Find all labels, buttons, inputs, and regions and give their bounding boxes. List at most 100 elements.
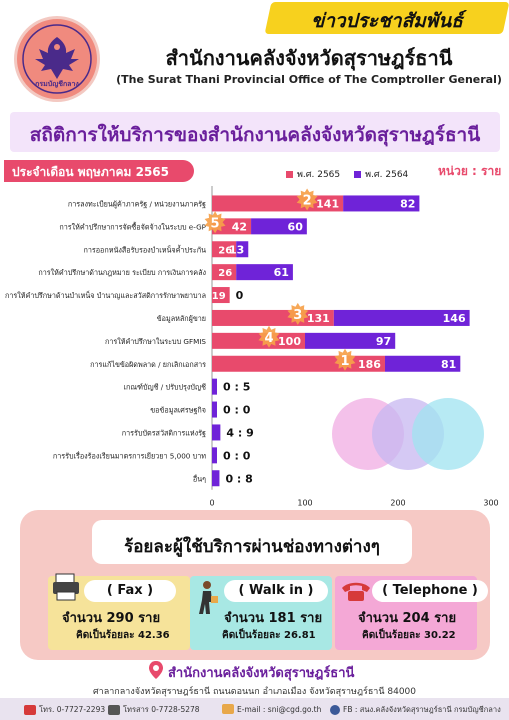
facebook-text: FB : สนง.คลังจังหวัดสุราษฎร์ธานี กรมบัญช… bbox=[343, 705, 501, 714]
bar-2564 bbox=[305, 332, 396, 349]
walkin-label: ( Walk in ) bbox=[224, 580, 328, 602]
fax-percent: คิดเป็นร้อยละ 42.36 bbox=[76, 630, 170, 641]
contact-email: E-mail : sni@cgd.go.th bbox=[222, 704, 321, 714]
category-label: การให้คำปรึกษาในระบบ GFMIS bbox=[105, 337, 206, 346]
data-label-2564: 97 bbox=[376, 335, 391, 348]
footer-bar bbox=[0, 698, 509, 720]
fax-count: จำนวน 290 ราย bbox=[62, 611, 161, 626]
facebook-icon bbox=[330, 705, 340, 715]
walkin-percent: คิดเป็นร้อยละ 26.81 bbox=[222, 630, 316, 641]
data-label-2565: 100 bbox=[278, 335, 301, 348]
rank-starburst bbox=[287, 302, 309, 325]
header: ข่าวประชาสัมพันธ์ กรมบัญชีกลาง สำนักงานค… bbox=[0, 0, 509, 102]
channels-title: ร้อยละผู้ใช้บริการผ่านช่องทางต่างๆ bbox=[124, 537, 380, 557]
data-label-ratio: 4 : 9 bbox=[226, 426, 253, 439]
email-icon bbox=[222, 704, 234, 714]
category-label: เกณฑ์บัญชี / ปรับปรุงบัญชี bbox=[124, 383, 207, 392]
data-label-2564: 0 bbox=[236, 289, 244, 302]
rank-starburst bbox=[258, 325, 280, 348]
category-label: การให้คำปรึกษาด้านบำเหน็จ บำนาญและสวัสดิ… bbox=[5, 290, 206, 300]
category-label: การรับเรื่องร้องเรียนมาตรการเยียวยา 5,00… bbox=[53, 451, 206, 460]
contact-fax: โทรสาร 0-7728-5278 bbox=[108, 704, 200, 716]
stats-title-band bbox=[10, 112, 500, 152]
unit-label: หน่วย : ราย bbox=[438, 164, 502, 178]
data-label-2565: 141 bbox=[316, 197, 339, 210]
fax-small-icon bbox=[108, 705, 120, 715]
legend-label-2564: พ.ศ. 2564 bbox=[365, 170, 409, 180]
data-label-ratio: 0 : 0 bbox=[223, 449, 251, 462]
fax-icon bbox=[53, 573, 79, 601]
data-label-2564: 61 bbox=[274, 266, 289, 279]
bar-2565 bbox=[212, 241, 237, 258]
bar-2564 bbox=[333, 309, 470, 326]
decorative-circles bbox=[332, 398, 484, 470]
rank-number: 2 bbox=[303, 193, 312, 208]
data-label-2565: 26 bbox=[218, 245, 232, 256]
rank-starburst bbox=[296, 188, 318, 211]
email-text: E-mail : sni@cgd.go.th bbox=[237, 704, 322, 714]
footer-address: ศาลากลางจังหวัดสุราษฎร์ธานี ถนนดอนนก อำเ… bbox=[92, 687, 417, 697]
rank-number: 1 bbox=[340, 354, 349, 369]
bar-2564 bbox=[251, 218, 307, 235]
telephone-count: จำนวน 204 ราย bbox=[358, 611, 457, 626]
category-label: การลงทะเบียนผู้ค้าภาครัฐ / หน่วยงานภาครั… bbox=[68, 199, 206, 208]
telephone-icon bbox=[342, 582, 370, 601]
office-name-en: (The Surat Thani Provincial Office of Th… bbox=[116, 73, 502, 86]
month-pill bbox=[4, 160, 194, 182]
data-label-2564: 146 bbox=[443, 312, 466, 325]
category-label: ข้อมูลหลักผู้ขาย bbox=[157, 314, 206, 323]
category-label: ขอข้อมูลเศรษฐกิจ bbox=[150, 406, 206, 415]
telephone-label: ( Telephone ) bbox=[372, 580, 488, 602]
legend-item-2565: พ.ศ. 2565 bbox=[286, 167, 340, 181]
x-tick-label: 0 bbox=[209, 499, 214, 506]
data-label-2565: 26 bbox=[218, 268, 232, 279]
cgd-logo: กรมบัญชีกลาง bbox=[14, 16, 100, 102]
month-label: ประจำเดือน พฤษภาคม 2565 bbox=[12, 165, 170, 179]
bar-2564 bbox=[212, 447, 217, 464]
channels-title-box bbox=[92, 520, 412, 564]
bar-2564 bbox=[236, 241, 249, 258]
contact-facebook: FB : สนง.คลังจังหวัดสุราษฎร์ธานี กรมบัญช… bbox=[330, 704, 501, 716]
rank-starburst bbox=[334, 348, 356, 371]
contact-phone: โทร. 0-7727-2293 bbox=[24, 704, 105, 716]
legend-swatch-2565 bbox=[286, 170, 293, 178]
news-banner-text: ข่าวประชาสัมพันธ์ bbox=[311, 10, 463, 32]
bar-2564 bbox=[212, 470, 220, 487]
footer-office: สำนักงานคลังจังหวัดสุราษฎร์ธานี bbox=[168, 666, 355, 681]
telephone-percent: คิดเป็นร้อยละ 30.22 bbox=[362, 630, 456, 641]
legend-item-2564: พ.ศ. 2564 bbox=[354, 167, 408, 181]
bar-2565 bbox=[212, 332, 305, 349]
category-label: อื่นๆ bbox=[193, 474, 206, 483]
data-label-ratio: 0 : 8 bbox=[225, 472, 252, 485]
bar-2564 bbox=[212, 424, 221, 441]
x-tick-label: 200 bbox=[390, 499, 405, 506]
data-label-2565: 186 bbox=[358, 358, 381, 371]
category-label: การออกหนังสือรับรองบำเหน็จค้ำประกัน bbox=[83, 244, 206, 254]
data-label-2565: 42 bbox=[232, 220, 247, 233]
bar-2564 bbox=[343, 195, 420, 212]
data-label-2565: 19 bbox=[212, 291, 226, 302]
data-label-ratio: 0 : 0 bbox=[223, 404, 251, 417]
walkin-count: จำนวน 181 ราย bbox=[224, 611, 323, 626]
data-label-ratio: 0 : 5 bbox=[223, 381, 250, 394]
bar-2564 bbox=[212, 401, 217, 418]
fax-label: ( Fax ) bbox=[84, 580, 176, 602]
rank-number: 4 bbox=[264, 331, 273, 346]
legend-label-2565: พ.ศ. 2565 bbox=[297, 170, 341, 180]
category-label: การรับบัตรสวัสดิการแห่งรัฐ bbox=[122, 428, 206, 437]
office-name-th: สำนักงานคลังจังหวัดสุราษฎร์ธานี bbox=[165, 46, 453, 70]
bar-2565 bbox=[212, 264, 237, 281]
rank-starburst bbox=[204, 211, 226, 234]
x-tick-label: 300 bbox=[483, 499, 498, 506]
stats-title: สถิติการให้บริการของสำนักงานคลังจังหวัดส… bbox=[29, 124, 481, 146]
rank-number: 3 bbox=[293, 308, 302, 323]
bar-2564 bbox=[236, 264, 293, 281]
bar-2564 bbox=[384, 355, 461, 372]
data-label-2564: 13 bbox=[229, 243, 244, 256]
category-label: การแก้ไขข้อผิดพลาด / ยกเลิกเอกสาร bbox=[90, 360, 206, 369]
data-label-2564: 81 bbox=[441, 358, 456, 371]
data-label-2565: 131 bbox=[307, 312, 330, 325]
service-chart: การลงทะเบียนผู้ค้าภาครัฐ / หน่วยงานภาครั… bbox=[5, 186, 499, 506]
x-tick-label: 100 bbox=[297, 499, 312, 506]
walk-in-icon bbox=[199, 581, 218, 614]
